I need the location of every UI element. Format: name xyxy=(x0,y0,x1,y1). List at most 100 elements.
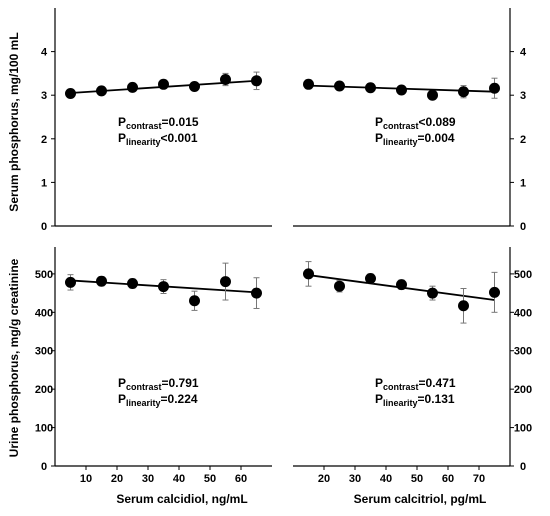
stat-subscript: linearity xyxy=(126,398,161,408)
stat-subscript: contrast xyxy=(126,121,162,131)
y-tick-label: 300 xyxy=(514,346,532,358)
y-tick-label: 0 xyxy=(41,461,47,473)
x-tick-label: 40 xyxy=(173,473,185,485)
data-point xyxy=(127,278,138,289)
stat-subscript: linearity xyxy=(383,398,418,408)
data-point xyxy=(489,286,500,298)
data-point xyxy=(189,80,200,92)
y-tick-label: 2 xyxy=(520,134,526,146)
data-point xyxy=(189,295,200,307)
stat-value: =0.791 xyxy=(162,376,199,390)
data-point xyxy=(458,86,469,98)
y-axis-title-bottom: Urine phosphorus, mg/g creatinine xyxy=(7,258,21,457)
stat-value: <0.001 xyxy=(161,131,198,145)
x-tick-label: 60 xyxy=(235,473,247,485)
y-tick-label: 400 xyxy=(35,307,53,319)
data-point xyxy=(220,276,231,288)
stat-annotation: Pcontrast=0.015 xyxy=(118,115,199,131)
data-point xyxy=(458,300,469,312)
stat-value: =0.015 xyxy=(162,115,199,129)
x-tick-label: 60 xyxy=(442,473,454,485)
data-point xyxy=(220,74,231,86)
stat-subscript: contrast xyxy=(383,121,419,131)
y-tick-label: 0 xyxy=(520,221,526,233)
y-tick-label: 4 xyxy=(520,47,527,59)
data-point xyxy=(334,80,345,92)
data-point xyxy=(365,82,376,94)
data-point xyxy=(427,287,438,299)
stat-p: P xyxy=(118,115,126,129)
x-tick-label: 10 xyxy=(80,473,92,485)
data-point xyxy=(127,81,138,93)
stat-p: P xyxy=(375,392,383,406)
stat-subscript: contrast xyxy=(126,382,162,392)
x-tick-label: 20 xyxy=(111,473,123,485)
stat-annotation: Pcontrast<0.089 xyxy=(375,115,456,131)
x-axis-title-right: Serum calcitriol, pg/mL xyxy=(354,492,487,506)
stat-value: <0.089 xyxy=(419,115,456,129)
data-point xyxy=(65,276,76,288)
data-point xyxy=(365,273,376,285)
y-tick-label: 200 xyxy=(514,384,532,396)
x-tick-label: 70 xyxy=(473,473,485,485)
stat-value: =0.224 xyxy=(161,392,198,406)
stat-p: P xyxy=(118,131,126,145)
stat-value: =0.004 xyxy=(418,131,455,145)
data-point xyxy=(303,268,314,280)
y-tick-label: 100 xyxy=(35,423,53,435)
stat-p: P xyxy=(375,131,383,145)
panel-bottom-right: 0 100 200 300 400 500 20 30 40 50 60 70 Pcontrast=0.… xyxy=(293,247,532,485)
x-tick-label: 50 xyxy=(204,473,216,485)
y-tick-label: 500 xyxy=(35,269,53,281)
stat-annotation: Plinearity=0.004 xyxy=(375,131,455,147)
data-point xyxy=(96,85,107,97)
x-axis-title-left: Serum calcidiol, ng/mL xyxy=(116,492,247,506)
y-tick-label: 3 xyxy=(41,90,47,102)
data-point xyxy=(396,84,407,96)
data-point xyxy=(251,75,262,87)
data-point xyxy=(96,275,107,287)
x-tick-label: 30 xyxy=(349,473,361,485)
panel-bottom-left: 0 100 200 300 400 500 10 20 30 40 50 60 Pcontrast=0.… xyxy=(35,247,272,485)
stat-value: =0.471 xyxy=(419,376,456,390)
stat-p: P xyxy=(118,376,126,390)
y-tick-label: 1 xyxy=(41,177,47,189)
y-tick-label: 300 xyxy=(35,346,53,358)
y-tick-label: 2 xyxy=(41,134,47,146)
stat-annotation: Plinearity=0.224 xyxy=(118,392,198,408)
data-point xyxy=(489,82,500,94)
y-tick-label: 100 xyxy=(514,423,532,435)
y-tick-label: 200 xyxy=(35,384,53,396)
data-point xyxy=(158,78,169,90)
y-tick-label: 0 xyxy=(41,221,47,233)
stat-annotation: Pcontrast=0.471 xyxy=(375,376,456,392)
stat-subscript: linearity xyxy=(126,137,161,147)
x-tick-label: 30 xyxy=(142,473,154,485)
x-tick-label: 50 xyxy=(411,473,423,485)
y-tick-label: 400 xyxy=(514,307,532,319)
stat-p: P xyxy=(118,392,126,406)
stat-annotation: Plinearity<0.001 xyxy=(118,131,198,147)
data-point xyxy=(396,279,407,291)
stat-value: =0.131 xyxy=(418,392,455,406)
y-tick-label: 500 xyxy=(514,269,532,281)
stat-annotation: Plinearity=0.131 xyxy=(375,392,455,408)
x-tick-label: 40 xyxy=(380,473,392,485)
y-tick-label: 0 xyxy=(520,461,526,473)
data-point xyxy=(334,280,345,292)
stat-p: P xyxy=(375,115,383,129)
y-tick-label: 1 xyxy=(520,177,526,189)
stat-annotation: Pcontrast=0.791 xyxy=(118,376,199,392)
chart-panels: 01234Pcontrast=0.015Plinearity<0.0010123… xyxy=(35,8,532,485)
data-point xyxy=(303,78,314,90)
data-point xyxy=(251,287,262,299)
data-point xyxy=(427,89,438,101)
stat-subscript: contrast xyxy=(383,382,419,392)
data-point xyxy=(158,281,169,293)
x-tick-label: 20 xyxy=(318,473,330,485)
y-axis-title-top: Serum phosphorus, mg/100 mL xyxy=(7,32,21,211)
stat-p: P xyxy=(375,376,383,390)
data-point xyxy=(65,87,76,99)
